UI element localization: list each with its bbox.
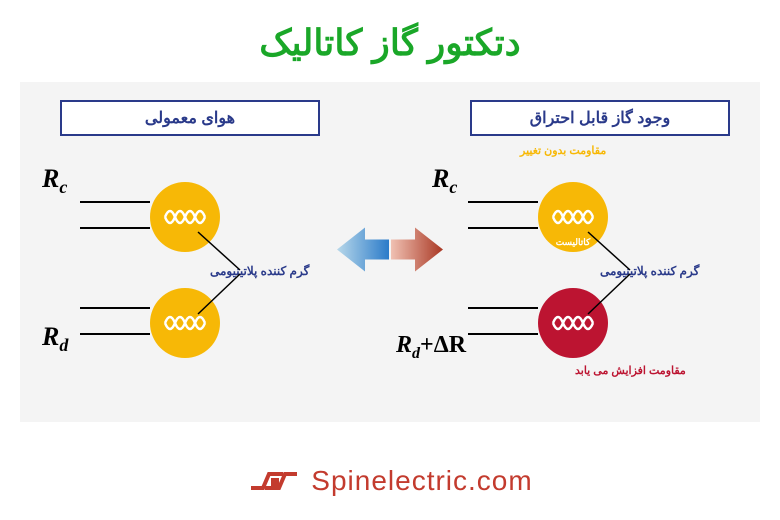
right-top-note: مقاومت بدون تغییر xyxy=(520,144,606,157)
right-rc-sub: c xyxy=(449,177,457,197)
left-rc-label: Rc xyxy=(42,164,67,198)
right-rd-r: R xyxy=(396,332,412,358)
right-rd-label: Rd+ΔR xyxy=(396,332,466,363)
left-rc-sub: c xyxy=(59,177,67,197)
right-rd-sub: d xyxy=(412,345,420,362)
right-pointer-lines xyxy=(580,222,660,322)
right-rc-r: R xyxy=(432,164,449,193)
right-top-note-text: مقاومت بدون تغییر xyxy=(520,145,606,157)
main-title: دتکتور گاز کاتالیک xyxy=(0,0,780,82)
right-header-text: وجود گاز قابل احتراق xyxy=(530,110,671,127)
left-pointer-lines xyxy=(190,222,270,322)
left-rc-r: R xyxy=(42,164,59,193)
right-header-box: وجود گاز قابل احتراق xyxy=(470,100,730,136)
logo-icon xyxy=(247,464,301,498)
left-header-box: هوای معمولی xyxy=(60,100,320,136)
left-header-text: هوای معمولی xyxy=(145,110,235,127)
footer-text: Spinelectric.com xyxy=(311,465,532,497)
left-rd-r: R xyxy=(42,322,59,351)
footer: Spinelectric.com xyxy=(0,464,780,498)
right-bottom-note-text: مقاومت افزایش می یابد xyxy=(575,365,686,377)
left-rd-sub: d xyxy=(59,335,68,355)
right-rc-label: Rc xyxy=(432,164,457,198)
combustible-gas-side: وجود گاز قابل احتراق مقاومت بدون تغییر R… xyxy=(390,82,760,422)
right-bottom-note: مقاومت افزایش می یابد xyxy=(575,364,686,377)
right-rd-delta: +ΔR xyxy=(420,332,466,358)
diagram-panel: هوای معمولی Rc Rd xyxy=(20,82,760,422)
left-rd-label: Rd xyxy=(42,322,68,356)
